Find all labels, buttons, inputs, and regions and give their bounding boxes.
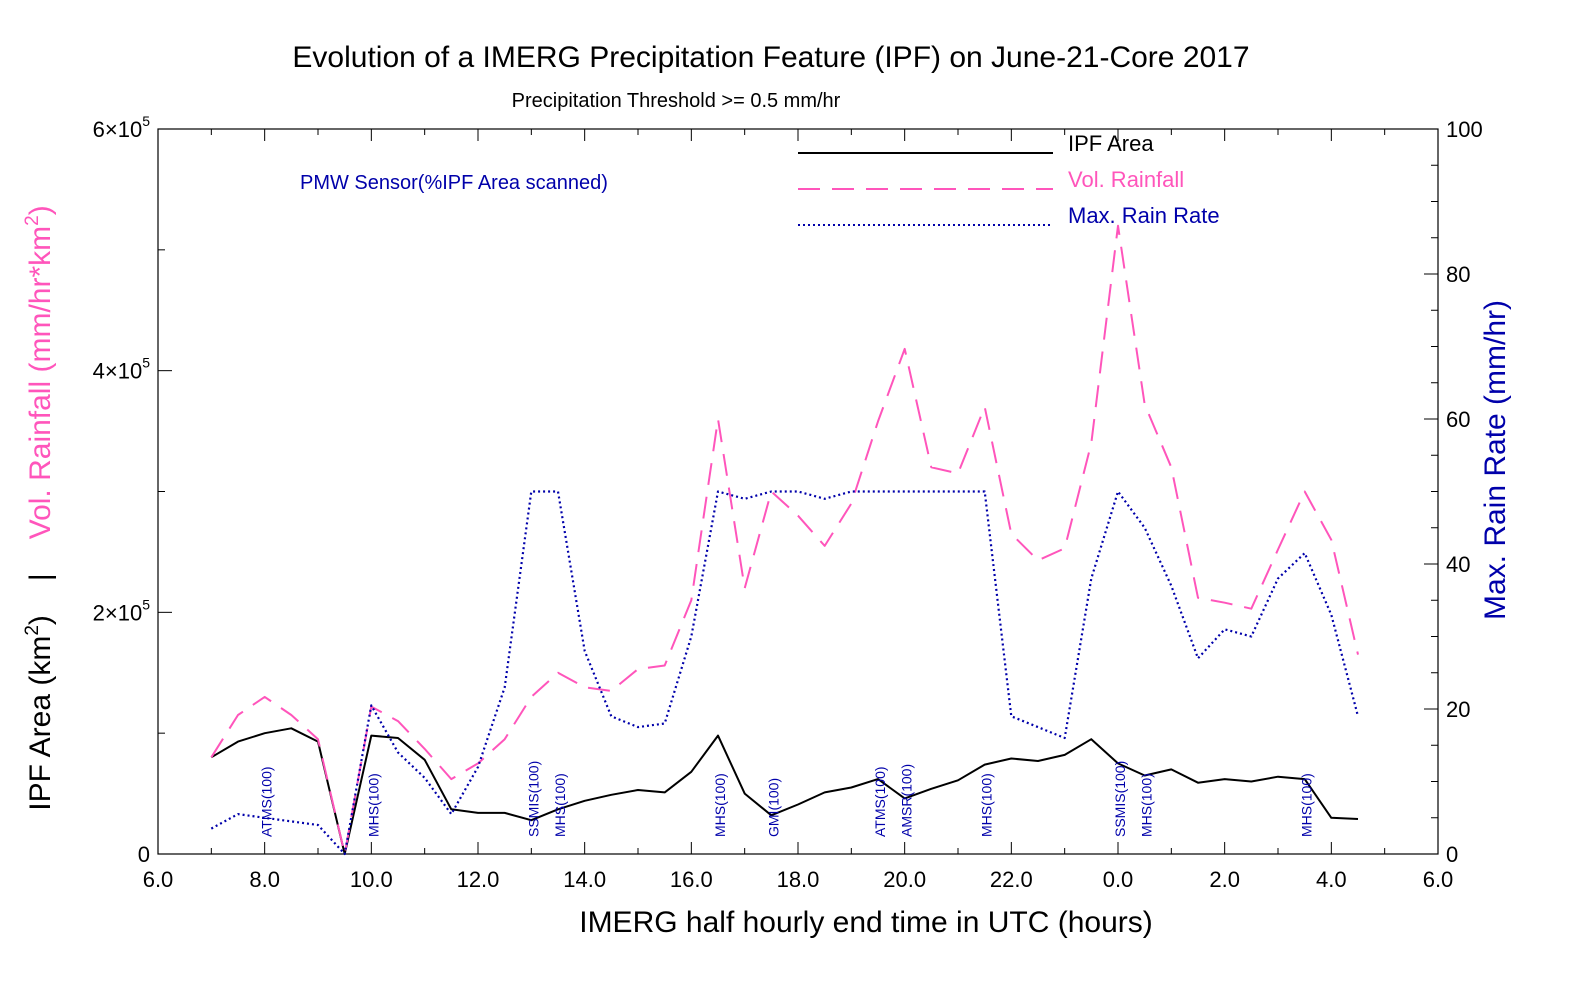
y-left-tick-label: 6×105	[93, 113, 151, 142]
sensor-annotation: AMSR(100)	[899, 764, 915, 837]
sensor-annotation: MHS(100)	[712, 773, 728, 837]
rainfall-axis-label-sup: 2	[22, 215, 43, 226]
area-axis-label-sup: 2	[22, 625, 43, 636]
x-tick-label: 22.0	[990, 867, 1033, 892]
sensor-annotation: SSMIS(100)	[1112, 761, 1128, 837]
chart-title: Evolution of a IMERG Precipitation Featu…	[292, 41, 1249, 74]
sensor-annotations: ATMS(100) MHS(100) SSMIS(100) MHS(100) MHS(1…	[259, 761, 1315, 837]
svg-text:IPF Area (km2)|Vol. Rainfall (: IPF Area (km2)|Vol. Rainfall (mm/hr*km2)	[22, 205, 57, 810]
series-line-solid	[210, 727, 1359, 855]
chart-subtitle: Precipitation Threshold >= 0.5 mm/hr	[512, 90, 841, 112]
sensor-annotation: MHS(100)	[1299, 773, 1315, 837]
y-right-tick-label: 60	[1446, 407, 1470, 432]
x-tick-label: 8.0	[249, 867, 280, 892]
legend-label: IPF Area	[1068, 131, 1154, 156]
rainfall-axis-label-end: )	[24, 205, 57, 215]
x-tick-label: 6.0	[1423, 867, 1454, 892]
sensor-annotation: ATMS(100)	[259, 766, 275, 837]
x-tick-label: 18.0	[777, 867, 820, 892]
x-tick-label: 20.0	[883, 867, 926, 892]
x-tick-label: 14.0	[563, 867, 606, 892]
series-layer	[210, 224, 1360, 856]
rainfall-axis-label: Vol. Rainfall (mm/hr*km	[24, 226, 57, 539]
x-tick-label: 2.0	[1209, 867, 1240, 892]
axis-label-separator: |	[24, 573, 57, 581]
sensor-annotation: MHS(100)	[979, 773, 995, 837]
sensor-annotation: MHS(100)	[365, 773, 381, 837]
legend-label: Vol. Rainfall	[1068, 167, 1184, 192]
x-tick-label: 12.0	[457, 867, 500, 892]
x-tick-label: 6.0	[143, 867, 174, 892]
left-y-axis-label: IPF Area (km2)|Vol. Rainfall (mm/hr*km2)	[22, 205, 57, 810]
plot-frame	[157, 128, 1439, 855]
y-right-tick-label: 40	[1446, 552, 1470, 577]
sensor-annotation: MHS(100)	[552, 773, 568, 837]
legend: IPF Area Vol. Rainfall Max. Rain Rate	[798, 131, 1220, 228]
y-left-tick-label: 0	[138, 842, 150, 867]
y-left-tick-label: 4×105	[93, 355, 151, 384]
x-axis: 6.0 8.0 10.0 12.0 14.0 16.0 18.0 20.0 22.0 0.0 2.0…	[143, 129, 1454, 892]
y-right-tick-label: 20	[1446, 697, 1470, 722]
sensor-annotation: ATMS(100)	[872, 766, 888, 837]
x-axis-label: IMERG half hourly end time in UTC (hours…	[579, 906, 1153, 939]
left-y-axis: 0 2×105 4×105 6×105	[93, 113, 172, 867]
y-right-tick-label: 80	[1446, 262, 1470, 287]
series-line-dashed	[210, 224, 1359, 855]
x-tick-label: 0.0	[1103, 867, 1134, 892]
sensor-annotation: MHS(100)	[1139, 773, 1155, 837]
right-y-axis-label: Max. Rain Rate (mm/hr)	[1479, 300, 1512, 620]
y-left-tick-label: 2×105	[93, 596, 151, 625]
legend-label: Max. Rain Rate	[1068, 203, 1220, 228]
x-tick-label: 4.0	[1316, 867, 1347, 892]
series-line-dotted	[210, 490, 1360, 856]
area-axis-label-end: )	[24, 615, 57, 625]
y-right-tick-label: 100	[1446, 117, 1483, 142]
x-tick-label: 10.0	[350, 867, 393, 892]
sensor-annotation: GMI(100)	[765, 778, 781, 837]
sensor-annotation: SSMIS(100)	[525, 761, 541, 837]
area-axis-label: IPF Area (km	[24, 636, 57, 811]
x-tick-label: 16.0	[670, 867, 713, 892]
sensor-caption: PMW Sensor(%IPF Area scanned)	[300, 172, 608, 194]
right-y-axis: 0 20 40 60 80 100	[1424, 117, 1483, 867]
y-right-tick-label: 0	[1446, 842, 1458, 867]
